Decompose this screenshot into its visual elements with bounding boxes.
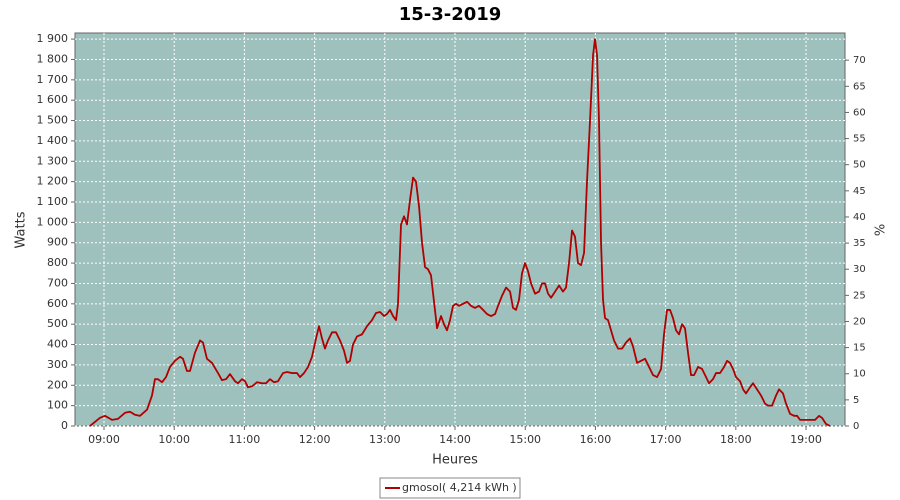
y-tick-label: 1 700	[37, 73, 69, 86]
y-tick-label: 1 900	[37, 32, 69, 45]
y-tick-label: 1 100	[37, 195, 69, 208]
y2-tick-label: 15	[853, 343, 866, 354]
y2-tick-label: 70	[853, 55, 866, 66]
y-tick-label: 600	[47, 297, 68, 310]
y-tick-label: 1 600	[37, 93, 69, 106]
x-tick-label: 16:00	[580, 433, 612, 446]
y2-tick-label: 25	[853, 290, 866, 301]
y2-tick-label: 30	[853, 264, 866, 275]
y-tick-label: 1 200	[37, 175, 69, 188]
y-tick-label: 800	[47, 256, 68, 269]
y2-tick-label: 10	[853, 369, 866, 380]
x-tick-label: 12:00	[299, 433, 331, 446]
y-tick-label: 400	[47, 338, 68, 351]
chart-title: 15-3-2019	[399, 4, 502, 25]
y-tick-label: 700	[47, 276, 68, 289]
y-tick-label: 1 000	[37, 215, 69, 228]
y-tick-label: 300	[47, 358, 68, 371]
x-tick-label: 11:00	[229, 433, 261, 446]
data-line	[89, 38, 831, 427]
y-tick-label: 1 300	[37, 154, 69, 167]
y2-tick-label: 55	[853, 134, 866, 145]
legend-box	[379, 477, 521, 499]
y2-tick-label: 60	[853, 107, 866, 118]
y2-tick-label: 20	[853, 316, 866, 327]
y-tick-label: 1 800	[37, 52, 69, 65]
y-tick-label: 1 500	[37, 114, 69, 127]
x-tick-label: 09:00	[88, 433, 120, 446]
x-tick-label: 14:00	[439, 433, 471, 446]
y2-tick-label: 65	[853, 81, 866, 92]
y-tick-label: 0	[61, 419, 68, 432]
x-tick-label: 19:00	[790, 433, 822, 446]
x-tick-label: 15:00	[509, 433, 541, 446]
y-tick-label: 1 400	[37, 134, 69, 147]
y-axis-title: Watts	[14, 211, 29, 248]
y2-tick-label: 0	[853, 421, 859, 432]
y2-tick-label: 50	[853, 160, 866, 171]
y2-tick-label: 35	[853, 238, 866, 249]
y-tick-label: 500	[47, 317, 68, 330]
y-tick-label: 200	[47, 378, 68, 391]
x-tick-label: 13:00	[369, 433, 401, 446]
y2-tick-label: 40	[853, 212, 866, 223]
x-axis-title: Heures	[432, 453, 478, 468]
plot-area	[74, 32, 846, 427]
y2-tick-label: 5	[853, 395, 859, 406]
y2-axis-title: %	[874, 224, 889, 236]
y-tick-label: 100	[47, 399, 68, 412]
x-tick-label: 18:00	[720, 433, 752, 446]
legend-label: gmosol( 4,214 kWh )	[402, 481, 517, 494]
y-tick-label: 900	[47, 236, 68, 249]
x-tick-label: 17:00	[650, 433, 682, 446]
x-tick-label: 10:00	[158, 433, 190, 446]
y2-tick-label: 45	[853, 186, 866, 197]
